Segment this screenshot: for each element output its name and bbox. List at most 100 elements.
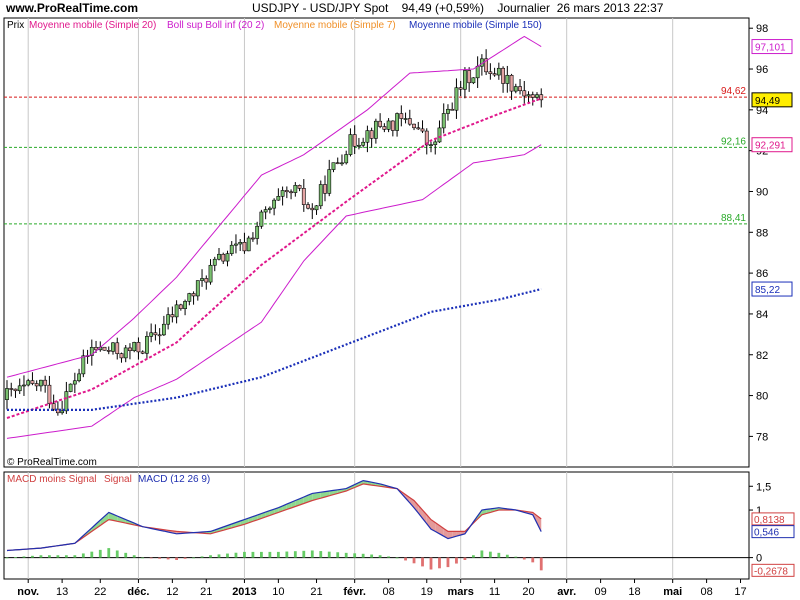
candle-body (204, 278, 209, 283)
time-tick-label: déc. (127, 586, 149, 598)
macd-histogram-bar (98, 549, 102, 558)
macd-fill (320, 491, 325, 499)
candle-body (467, 70, 472, 84)
candle-body (306, 204, 310, 209)
time-tick-label: 09 (594, 586, 606, 598)
macd-histogram-bar (260, 551, 263, 558)
time-tick-label: 13 (56, 586, 68, 598)
signal-line (6, 483, 542, 552)
candle-body (34, 383, 39, 387)
time-tick-label: 08 (700, 586, 712, 598)
candle-body (522, 90, 527, 97)
macd-tick-label: 1 (756, 505, 762, 517)
macd-histogram-bar (353, 553, 357, 558)
candle-body (145, 336, 149, 354)
candle-body (441, 113, 446, 129)
candle-body (518, 86, 522, 92)
candle-body (373, 120, 378, 139)
candle-body (301, 188, 306, 205)
macd-histogram-bar (531, 557, 535, 563)
candle-body (119, 353, 124, 359)
time-tick-label: nov. (17, 586, 39, 598)
candle-body (238, 242, 243, 245)
price-tick-label: 86 (756, 268, 768, 280)
macd-tick-label: 1,5 (756, 481, 771, 493)
candle-body (149, 332, 154, 337)
macd-histogram-bar (234, 552, 238, 558)
level-label: 92,16 (721, 136, 746, 147)
macd-histogram-bar (438, 557, 441, 569)
macd-histogram-bar (115, 550, 119, 558)
candle-body (47, 384, 52, 404)
candle-body (26, 380, 31, 386)
candle-body (437, 127, 442, 143)
site-url[interactable]: www.ProRealTime.com (6, 1, 139, 15)
time-tick-label: mars (448, 586, 474, 598)
candle-body (399, 113, 404, 119)
candle-body (195, 280, 200, 297)
candle-body (293, 185, 298, 193)
macd-histogram-bar (395, 557, 399, 559)
time-tick-label: 10 (272, 586, 284, 598)
macd-fill (96, 520, 101, 529)
price-value-box (751, 137, 793, 153)
macd-histogram-bar (124, 552, 128, 558)
candle-body (170, 314, 175, 318)
macd-histogram-bar (243, 551, 246, 558)
candle-body (492, 73, 497, 76)
macd-legend-moins: MACD moins Signal (7, 474, 96, 485)
candle-body (251, 237, 255, 240)
candle-body (39, 379, 43, 387)
candle-body (157, 334, 162, 337)
candle-body (13, 388, 18, 392)
macd-histogram-bar (226, 553, 229, 558)
candle-body (166, 314, 171, 325)
macd-value-box (751, 525, 795, 539)
candle-body (111, 342, 115, 352)
candle-body (505, 74, 510, 84)
candle-body (501, 67, 505, 84)
candle-body (132, 342, 137, 352)
candle-body (174, 304, 179, 318)
copyright: © ProRealTime.com (7, 457, 97, 468)
macd-histogram-bar (319, 551, 323, 558)
macd-histogram-bar (81, 553, 85, 558)
candle-body (263, 209, 268, 213)
macd-histogram-bar (285, 551, 289, 558)
candle-body (267, 207, 272, 210)
macd-fill (422, 510, 427, 524)
macd-histogram-bar (48, 555, 51, 558)
macd-panel (3, 471, 750, 580)
macd-histogram-bar (5, 557, 9, 559)
candle-body (365, 130, 370, 143)
macd-fill (312, 492, 317, 501)
candle-body (200, 278, 204, 281)
candle-body (208, 264, 213, 283)
time-tick-label: févr. (343, 586, 366, 598)
candle-body (433, 141, 438, 146)
candle-body (526, 94, 531, 97)
macd-value-label: 0,546 (754, 528, 779, 539)
candle-body (255, 225, 260, 239)
time-axis: nov. 13 22 déc. 12 21 2013 10 21 févr. 08 19 mars 11 2… (17, 579, 747, 598)
macd-histogram-bar (56, 555, 60, 558)
candle-body (348, 134, 353, 155)
candle-body (106, 349, 111, 352)
candle-body (488, 71, 493, 74)
macd-legend-signal: Signal (104, 474, 132, 485)
macd-fill (418, 505, 423, 519)
candle-body (407, 118, 412, 125)
candle-body (178, 304, 183, 309)
candle-body (331, 162, 336, 170)
candle-body (212, 258, 217, 266)
macd-histogram-bar (132, 555, 136, 558)
candle-body (102, 346, 107, 351)
macd-histogram-bar (141, 557, 145, 559)
candle-body (123, 347, 128, 359)
level-label: 88,41 (721, 213, 746, 224)
candle-body (463, 70, 467, 90)
macd-histogram-bar (480, 550, 484, 558)
candle-body (509, 74, 514, 92)
macd-histogram-bar (404, 557, 407, 561)
